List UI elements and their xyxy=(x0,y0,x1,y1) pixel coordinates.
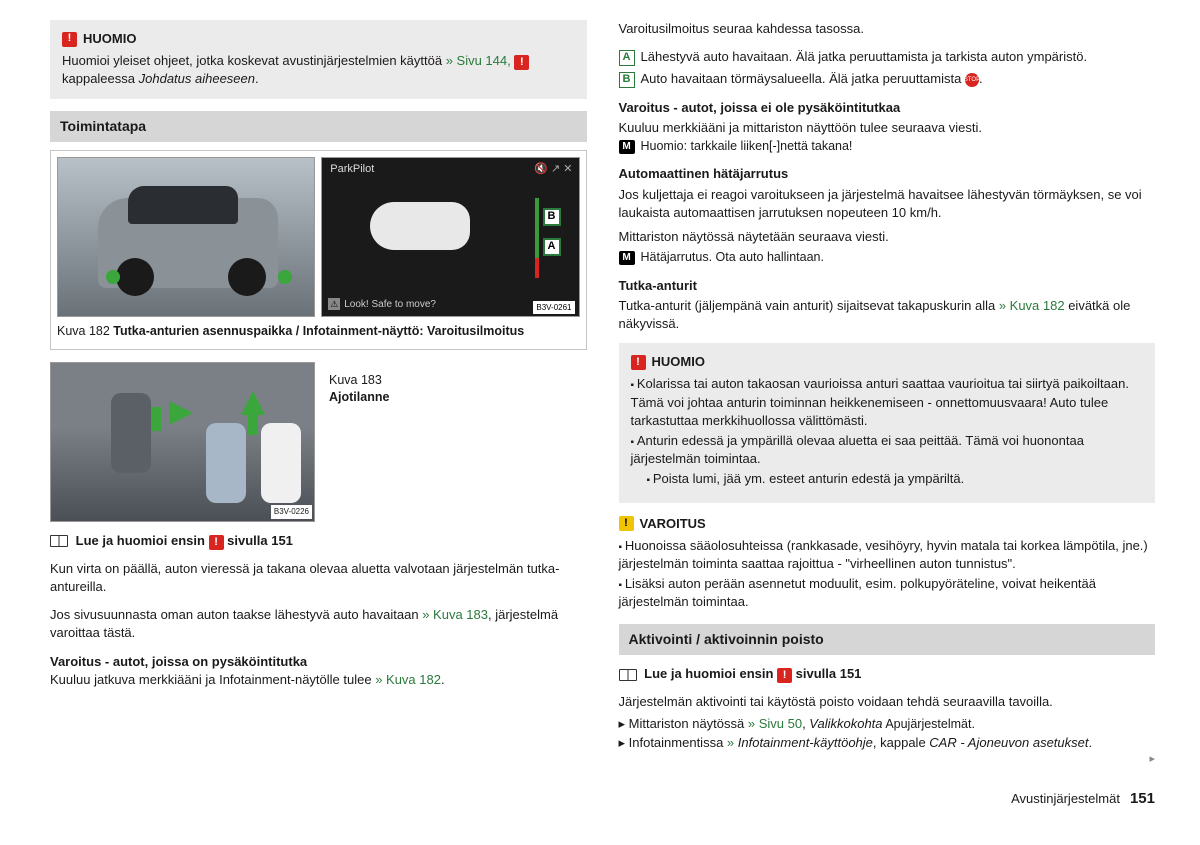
notice-huomio-1: ! HUOMIO Huomioi yleiset ohjeet, jotka k… xyxy=(50,20,587,99)
m-icon: M xyxy=(619,140,635,154)
section-aktivointi: Aktivointi / aktivoinnin poisto xyxy=(619,624,1156,656)
fig183-caption: Kuva 183 Ajotilanne xyxy=(329,362,389,407)
parkpilot-icons: 🔇 ↗ ✕ xyxy=(534,162,572,177)
warning-icon: ! xyxy=(209,535,224,550)
warning-icon: ! xyxy=(631,355,646,370)
heading-varoitus-no-park: Varoitus - autot, joissa ei ole pysäköin… xyxy=(619,99,1156,117)
read-first-2: Lue ja huomioi ensin ! sivulla 151 xyxy=(619,665,1156,683)
activation-list: Mittariston näytössä » Sivu 50, Valikkok… xyxy=(619,715,1156,752)
warning-icon-inline: ! xyxy=(514,55,529,70)
book-icon xyxy=(619,669,637,681)
heading-varoitus-pysak: Varoitus - autot, joissa on pysäköintitu… xyxy=(50,653,587,671)
para-no-park: Kuuluu merkkiääni ja mittariston näyttöö… xyxy=(619,119,1156,137)
warning-icon: ! xyxy=(777,668,792,683)
m-icon: M xyxy=(619,251,635,265)
fig-parkpilot-screen: ParkPilot 🔇 ↗ ✕ B A ⚠Look! Safe to move?… xyxy=(321,157,579,317)
para-radar: Tutka-anturit (jäljempänä vain anturit) … xyxy=(619,297,1156,333)
book-icon xyxy=(50,535,68,547)
notice-varoitus: ! VAROITUS Huonoissa sääolosuhteissa (ra… xyxy=(619,515,1156,612)
caution-icon: ! xyxy=(619,516,634,531)
fig-id: B3V-0261 xyxy=(533,301,574,314)
warn-tri-icon: ⚠ xyxy=(328,298,340,310)
fig-car-photo xyxy=(57,157,315,317)
continue-arrow-icon: ▸ xyxy=(619,752,1156,767)
notice-title: VAROITUS xyxy=(640,515,706,533)
para-auto-brake: Jos kuljettaja ei reagoi varoitukseen ja… xyxy=(619,186,1156,222)
heading-radar: Tutka-anturit xyxy=(619,277,1156,295)
notice-body: Huomioi yleiset ohjeet, jotka koskevat a… xyxy=(62,52,575,88)
fig-id: B3V-0226 xyxy=(271,505,312,518)
item-b: BAuto havaitaan törmäysalueella. Älä jat… xyxy=(619,70,1156,88)
notice-title: HUOMIO xyxy=(83,30,136,48)
fig-link[interactable]: » Kuva 182 xyxy=(999,298,1065,313)
marker-b: B xyxy=(543,208,561,226)
fig-link[interactable]: » Kuva 183 xyxy=(422,607,488,622)
section-toimintatapa: Toimintatapa xyxy=(50,111,587,143)
marker-a: A xyxy=(543,238,561,256)
para-side-detect: Jos sivusuunnasta oman auton taakse lähe… xyxy=(50,606,587,642)
para-merkkiääni: Kuuluu jatkuva merkkiääni ja Infotainmen… xyxy=(50,671,587,689)
para-two-levels: Varoitusilmoitus seuraa kahdessa tasossa… xyxy=(619,20,1156,38)
page-footer: Avustinjärjestelmät151 xyxy=(50,788,1155,809)
item-a: ALähestyvä auto havaitaan. Älä jatka per… xyxy=(619,48,1156,66)
stop-icon: STOP xyxy=(965,73,979,87)
notice-title: HUOMIO xyxy=(652,353,705,371)
page-link[interactable]: » Sivu 50 xyxy=(748,716,802,731)
notice-huomio-2: ! HUOMIO Kolarissa tai auton takaosan va… xyxy=(619,343,1156,502)
para-activation: Järjestelmän aktivointi tai käytöstä poi… xyxy=(619,693,1156,711)
warning-icon: ! xyxy=(62,32,77,47)
varoitus-list: Huonoissa sääolosuhteissa (rankkasade, v… xyxy=(619,537,1156,612)
notice-list: Kolarissa tai auton takaosan vaurioissa … xyxy=(631,375,1144,488)
display-msg-1: MHuomio: tarkkaile liiken[-]nettä takana… xyxy=(619,137,1156,156)
figure-183: B3V-0226 xyxy=(50,362,315,522)
fig-link[interactable]: » Kuva 182 xyxy=(375,672,441,687)
read-first: Lue ja huomioi ensin ! sivulla 151 xyxy=(50,532,587,550)
para-auto-brake-2: Mittariston näytössä näytetään seuraava … xyxy=(619,228,1156,246)
display-msg-2: MHätäjarrutus. Ota auto hallintaan. xyxy=(619,248,1156,267)
para-power-on: Kun virta on päällä, auton vieressä ja t… xyxy=(50,560,587,596)
letter-b-icon: B xyxy=(619,72,635,88)
page-link[interactable]: » Sivu 144, xyxy=(446,53,511,68)
letter-a-icon: A xyxy=(619,50,635,66)
figure-182: ParkPilot 🔇 ↗ ✕ B A ⚠Look! Safe to move?… xyxy=(50,150,587,350)
page-number: 151 xyxy=(1130,790,1155,807)
fig-caption: Kuva 182 Tutka-anturien asennuspaikka / … xyxy=(57,323,580,341)
heading-auto-brake: Automaattinen hätäjarrutus xyxy=(619,165,1156,183)
